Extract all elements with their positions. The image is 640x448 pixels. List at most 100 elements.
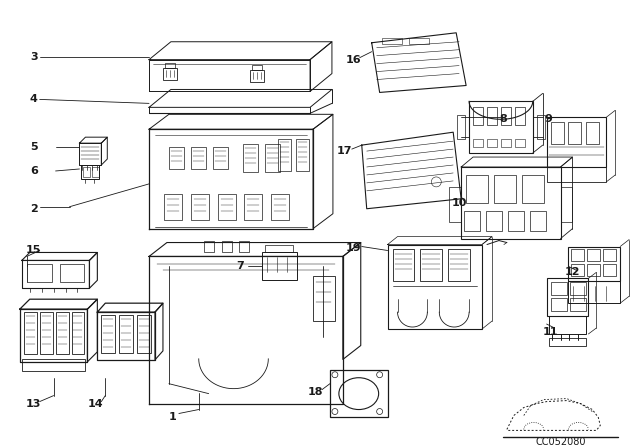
Bar [530, 211, 546, 231]
Bar [381, 38, 401, 44]
Bar [169, 147, 184, 169]
Bar [278, 139, 291, 171]
Text: 11: 11 [543, 327, 558, 337]
Bar [547, 117, 606, 167]
Bar [163, 68, 177, 79]
Bar [457, 115, 465, 139]
Bar [487, 108, 497, 125]
Bar [501, 108, 511, 125]
Bar [22, 359, 85, 371]
Bar [252, 65, 262, 69]
Bar [24, 312, 36, 354]
Bar [568, 246, 620, 281]
Bar [548, 338, 586, 346]
Bar [244, 194, 262, 220]
Bar [420, 250, 442, 281]
Text: CC052080: CC052080 [535, 437, 586, 448]
Bar [266, 144, 280, 172]
Bar [588, 250, 600, 262]
Bar [588, 264, 600, 276]
Bar [313, 276, 335, 321]
Bar [570, 282, 586, 295]
Bar [486, 211, 502, 231]
Bar [522, 175, 543, 203]
Bar [568, 281, 620, 303]
Bar [550, 122, 564, 144]
Bar [461, 167, 561, 238]
Bar [473, 108, 483, 125]
Text: 9: 9 [545, 114, 552, 124]
Bar [448, 250, 470, 281]
Bar [266, 245, 293, 253]
Bar [83, 167, 90, 177]
Bar [239, 241, 250, 253]
Bar [550, 298, 566, 311]
Text: 17: 17 [337, 146, 353, 156]
Bar [165, 63, 175, 68]
Bar [473, 139, 483, 147]
Bar [212, 147, 228, 169]
Bar [72, 312, 84, 354]
Bar [392, 250, 415, 281]
Bar [515, 139, 525, 147]
Bar [487, 139, 497, 147]
Bar [550, 282, 566, 295]
Bar [494, 175, 516, 203]
Text: 19: 19 [346, 244, 362, 254]
Text: 2: 2 [30, 204, 38, 214]
Bar [191, 147, 205, 169]
Bar [204, 241, 214, 253]
Bar [515, 108, 525, 125]
Text: 1: 1 [169, 413, 177, 422]
Bar [119, 315, 133, 353]
Text: 6: 6 [30, 166, 38, 176]
Bar [410, 38, 429, 44]
Bar [547, 278, 588, 316]
Bar [221, 241, 232, 253]
Bar [501, 139, 511, 147]
Bar [101, 315, 115, 353]
Bar [243, 144, 259, 172]
Bar [568, 122, 581, 144]
Bar [548, 316, 586, 334]
Bar [449, 187, 461, 222]
Bar [586, 122, 599, 144]
Bar [60, 264, 84, 282]
Text: 4: 4 [30, 95, 38, 104]
Text: 12: 12 [564, 267, 580, 277]
Text: 16: 16 [346, 55, 362, 65]
Bar [271, 194, 289, 220]
Bar [40, 312, 52, 354]
Bar [262, 253, 297, 280]
Bar [56, 312, 68, 354]
Bar [604, 250, 616, 262]
Text: 13: 13 [26, 399, 42, 409]
Bar [164, 194, 182, 220]
Bar [547, 167, 606, 182]
Text: 8: 8 [499, 114, 507, 124]
Bar [466, 175, 488, 203]
Text: 18: 18 [307, 387, 323, 396]
Bar [464, 211, 480, 231]
Bar [561, 187, 572, 222]
Bar [92, 167, 99, 177]
Text: 14: 14 [88, 399, 103, 409]
Text: 10: 10 [451, 198, 467, 208]
Bar [191, 194, 209, 220]
Bar [604, 264, 616, 276]
Text: 15: 15 [26, 246, 42, 255]
Bar [572, 264, 584, 276]
Bar [330, 370, 388, 418]
Text: 3: 3 [30, 52, 38, 62]
Bar [27, 264, 52, 282]
Bar [508, 211, 524, 231]
Bar [570, 298, 586, 311]
Bar [469, 101, 532, 153]
Bar [218, 194, 236, 220]
Bar [250, 69, 264, 82]
Bar [388, 245, 482, 329]
Bar [81, 165, 99, 179]
Bar [137, 315, 151, 353]
Text: 5: 5 [30, 142, 38, 152]
Bar [296, 139, 309, 171]
